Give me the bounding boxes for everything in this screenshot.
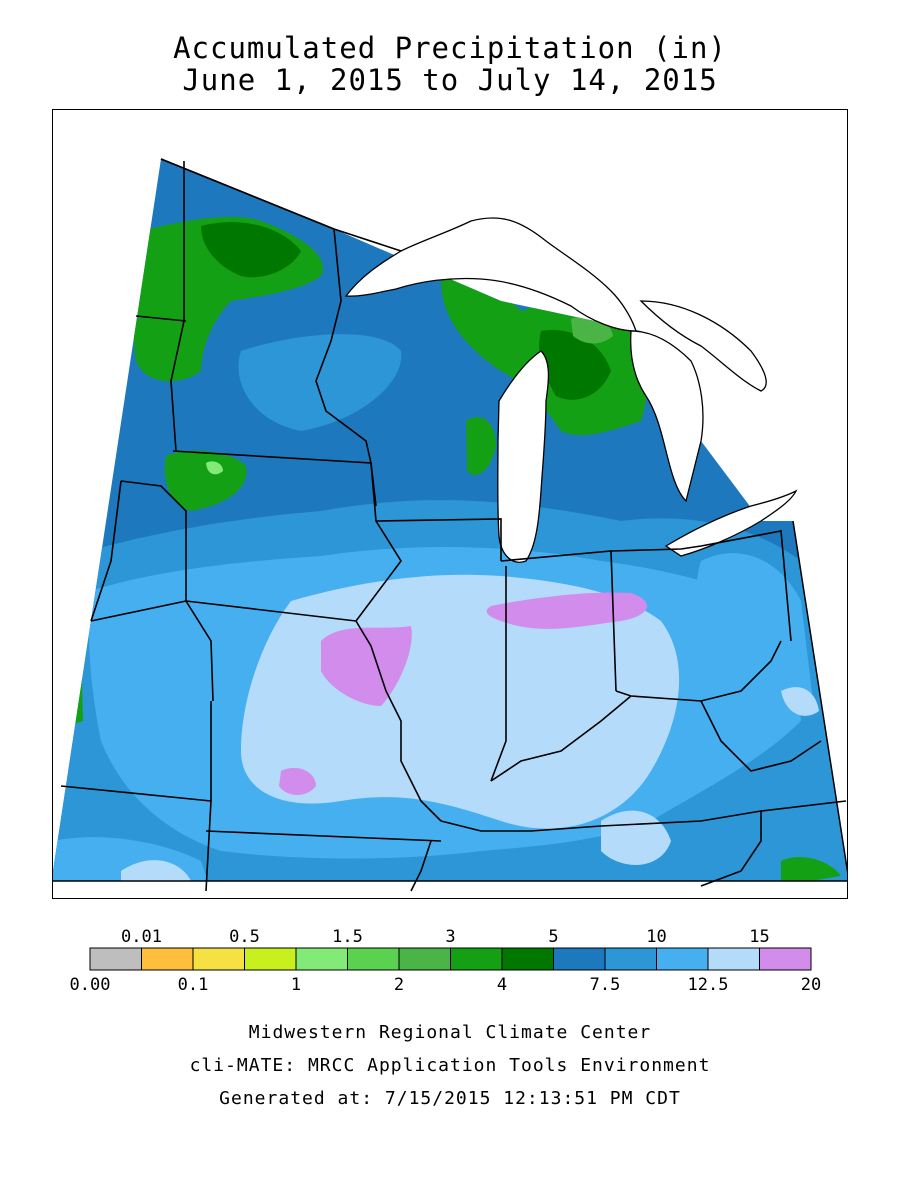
map-date-range: June 1, 2015 to July 14, 2015	[182, 63, 718, 97]
legend-lower-label: 1	[291, 975, 301, 995]
legend-upper-label: 15	[749, 927, 769, 947]
precip-20-area	[321, 626, 412, 706]
legend-swatch	[450, 947, 503, 971]
legend-lower-label: 12.5	[688, 975, 729, 995]
legend-swatch	[244, 947, 297, 971]
state-boundaries	[60, 158, 847, 892]
legend-upper-label: 0.01	[121, 927, 162, 947]
precip-10-area	[238, 334, 402, 431]
legend-swatch	[295, 947, 348, 971]
legend-upper-label: 3	[445, 927, 455, 947]
legend-colorbar: 0.01 0.5 1.5 3 5 10 15 0.00 0.1 1 2 4 7.5 12.5 20	[70, 927, 822, 995]
legend-upper-label: 10	[646, 927, 666, 947]
legend-lower-label: 2	[394, 975, 404, 995]
map-title: Accumulated Precipitation (in)	[173, 31, 727, 65]
lake-superior	[344, 217, 637, 332]
legend-lower-label: 0.1	[178, 975, 209, 995]
legend-swatch	[141, 947, 194, 971]
lake-erie	[664, 489, 798, 557]
legend: 0.01 0.5 1.5 3 5 10 15 0.00 0.1 1 2 4 7.5 12.5 20	[0, 920, 900, 1000]
legend-lower-label: 20	[801, 975, 821, 995]
legend-upper-label: 1.5	[332, 927, 363, 947]
legend-swatch	[501, 947, 554, 971]
footer-generated: Generated at: 7/15/2015 12:13:51 PM CDT	[219, 1088, 681, 1109]
legend-lower-label: 7.5	[590, 975, 621, 995]
lake-michigan	[497, 350, 550, 563]
legend-swatch	[656, 947, 709, 971]
legend-swatch	[347, 947, 400, 971]
precipitation-map	[52, 109, 848, 899]
legend-swatch	[192, 947, 245, 971]
legend-lower-label: 4	[497, 975, 507, 995]
legend-lower-label: 0.00	[70, 975, 111, 995]
legend-swatch	[759, 947, 812, 971]
footer-tool: cli-MATE: MRCC Application Tools Environ…	[189, 1055, 711, 1076]
footer-organization: Midwestern Regional Climate Center	[248, 1022, 652, 1043]
legend-swatch	[707, 947, 760, 971]
legend-swatch	[553, 947, 606, 971]
legend-swatch	[89, 947, 142, 971]
lake-huron	[630, 330, 704, 503]
region-outline	[53, 158, 847, 882]
great-lakes	[344, 217, 798, 563]
legend-upper-label: 0.5	[229, 927, 260, 947]
legend-swatch	[604, 947, 657, 971]
legend-swatch	[398, 947, 451, 971]
legend-upper-label: 5	[548, 927, 558, 947]
